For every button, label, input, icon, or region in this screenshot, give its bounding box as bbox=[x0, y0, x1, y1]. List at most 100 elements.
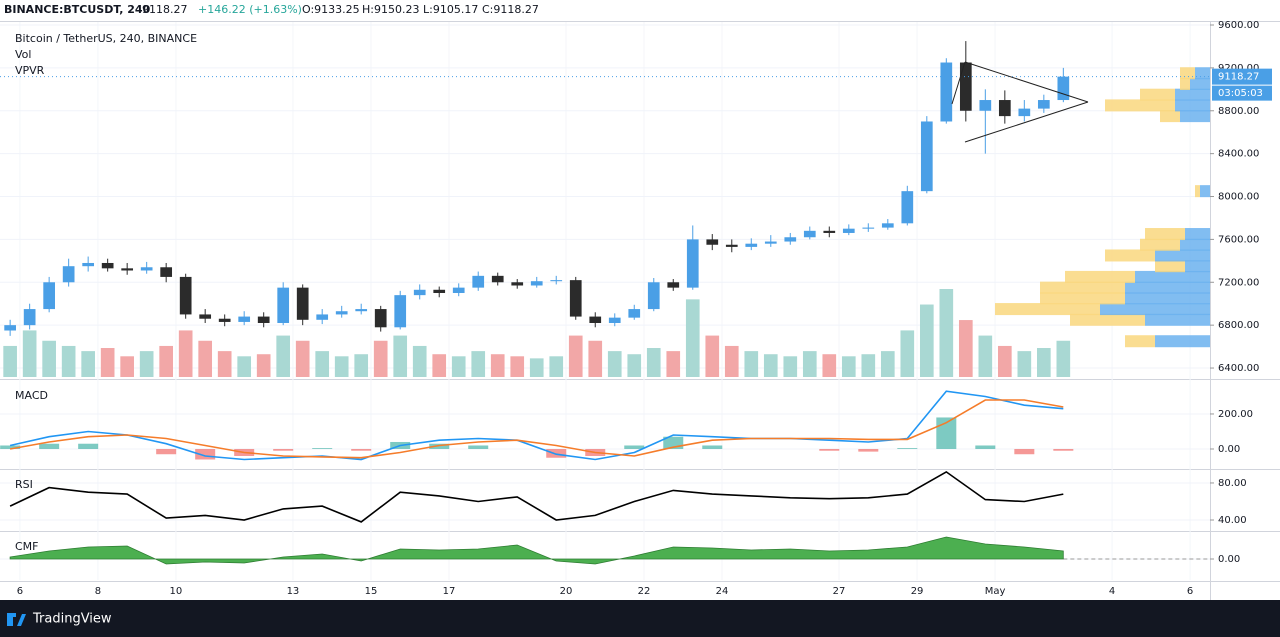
y-tick-label: 9600.00 bbox=[1218, 20, 1259, 31]
volume-bar bbox=[178, 330, 193, 377]
volume-bar bbox=[685, 299, 700, 377]
volume-bar bbox=[139, 351, 154, 377]
vpvr-up bbox=[1195, 67, 1210, 80]
countdown-label: 03:05:03 bbox=[1218, 88, 1263, 99]
brand[interactable]: TradingView bbox=[32, 612, 112, 627]
candle-body bbox=[667, 282, 680, 288]
macd-histogram bbox=[0, 445, 21, 449]
volume-bar bbox=[841, 356, 856, 377]
candle-body bbox=[1057, 76, 1070, 101]
trend-line bbox=[964, 61, 1089, 103]
legend-macd: MACD bbox=[15, 389, 48, 402]
vpvr-down bbox=[1140, 238, 1180, 251]
macd-histogram bbox=[78, 443, 99, 449]
volume-bar bbox=[1056, 340, 1071, 377]
volume-bar bbox=[724, 345, 739, 377]
volume-bar bbox=[237, 356, 252, 377]
volume-bar bbox=[763, 354, 778, 377]
candle-body bbox=[4, 325, 16, 331]
candle-body bbox=[725, 244, 738, 247]
signal-line bbox=[9, 399, 1064, 459]
volume-bar bbox=[958, 320, 973, 377]
candle-body bbox=[511, 282, 524, 286]
volume-bar bbox=[510, 356, 525, 377]
candle-body bbox=[257, 316, 270, 324]
vpvr-up bbox=[1180, 238, 1210, 251]
candle-body bbox=[940, 62, 953, 122]
y-tick-label: 200.00 bbox=[1218, 409, 1253, 420]
candle-body bbox=[920, 121, 933, 192]
volume-bar bbox=[412, 345, 427, 377]
candle-body bbox=[959, 62, 972, 111]
volume-bar bbox=[3, 345, 17, 377]
x-tick-label: 29 bbox=[911, 586, 924, 597]
macd-histogram bbox=[1014, 448, 1035, 455]
volume-bar bbox=[354, 354, 369, 377]
vpvr-up bbox=[1185, 228, 1210, 241]
candle-body bbox=[589, 316, 602, 324]
candle-body bbox=[901, 191, 914, 224]
vpvr-up bbox=[1190, 77, 1210, 90]
macd-histogram bbox=[975, 445, 996, 449]
volume-bar bbox=[276, 335, 291, 377]
volume-bar bbox=[490, 354, 505, 377]
y-tick-label: 8000.00 bbox=[1218, 192, 1259, 203]
volume-bar bbox=[432, 354, 447, 377]
vpvr-down bbox=[1105, 99, 1175, 112]
volume-bar bbox=[61, 345, 76, 377]
vpvr-down bbox=[1195, 185, 1200, 198]
vpvr-up bbox=[1125, 281, 1210, 294]
volume-bar bbox=[861, 354, 876, 377]
macd-histogram bbox=[156, 448, 177, 455]
candle-body bbox=[62, 266, 75, 283]
volume-bar bbox=[217, 351, 232, 377]
last-price-label: 9118.27 bbox=[1218, 72, 1259, 83]
volume-bar bbox=[666, 351, 681, 377]
candle-body bbox=[179, 276, 192, 315]
countdown-box bbox=[1212, 85, 1272, 101]
volume-bar bbox=[822, 354, 837, 377]
volume-bar bbox=[900, 330, 915, 377]
logo[interactable] bbox=[7, 613, 26, 626]
volume-bar bbox=[373, 340, 388, 377]
volume-bar bbox=[744, 351, 759, 377]
volume-bar bbox=[42, 340, 56, 377]
vpvr-up bbox=[1175, 88, 1210, 101]
candle-body bbox=[998, 100, 1011, 117]
candle-body bbox=[647, 282, 660, 310]
candle-body bbox=[82, 262, 95, 267]
open: O:9133.25 bbox=[302, 3, 360, 16]
low: L:9105.17 bbox=[423, 3, 478, 16]
candle-body bbox=[101, 262, 114, 269]
legend-volume: Vol bbox=[15, 48, 31, 61]
macd-histogram bbox=[312, 448, 333, 449]
candle-body bbox=[43, 282, 55, 310]
macd-histogram bbox=[429, 443, 450, 449]
volume-bar bbox=[256, 354, 271, 377]
candle-body bbox=[745, 243, 758, 247]
plot: 6400.00 6800.00 7200.00 7600.00 8000.00 8400.… bbox=[0, 20, 1272, 597]
x-tick-label: 13 bbox=[287, 586, 300, 597]
volume-bar bbox=[705, 335, 720, 377]
x-tick-label: 20 bbox=[560, 586, 573, 597]
last: 9118.27 bbox=[142, 3, 188, 16]
x-tick-label: 17 bbox=[443, 586, 456, 597]
macd-histogram bbox=[546, 448, 567, 458]
vpvr-up bbox=[1200, 185, 1210, 198]
macd-histogram bbox=[1053, 448, 1074, 451]
candle-body bbox=[394, 295, 407, 328]
macd-line bbox=[9, 390, 1064, 461]
trend-line bbox=[951, 61, 966, 105]
high: H:9150.23 bbox=[362, 3, 419, 16]
trend-line bbox=[964, 101, 1089, 143]
vpvr-up bbox=[1125, 292, 1210, 305]
last-price-box bbox=[1212, 68, 1272, 85]
candle-body bbox=[823, 230, 836, 233]
volume-bar bbox=[198, 340, 213, 377]
vpvr-down bbox=[1180, 67, 1195, 80]
candle-body bbox=[121, 268, 134, 271]
candle-body bbox=[550, 280, 563, 282]
header: BINANCE:BTCUSDT, 240 9118.27 +146.22 (+1… bbox=[4, 3, 539, 16]
